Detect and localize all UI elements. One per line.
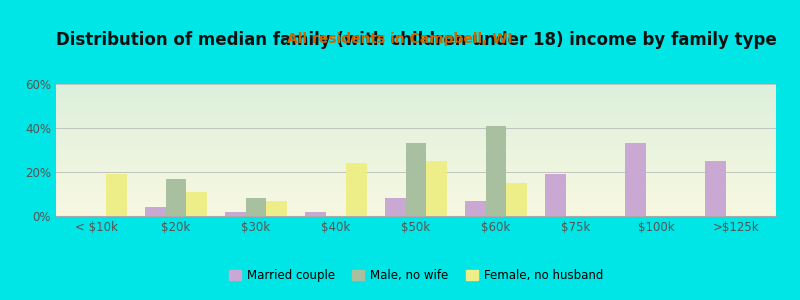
Text: All residents in Campbell, WI: All residents in Campbell, WI: [287, 32, 513, 46]
Bar: [545, 174, 566, 216]
Bar: [486, 126, 506, 216]
Legend: Married couple, Male, no wife, Female, no husband: Married couple, Male, no wife, Female, n…: [224, 264, 608, 287]
Bar: [465, 201, 486, 216]
Bar: [266, 201, 287, 216]
Bar: [506, 183, 527, 216]
Bar: [166, 178, 186, 216]
Bar: [346, 163, 367, 216]
Bar: [705, 161, 726, 216]
Bar: [406, 143, 426, 216]
Bar: [106, 174, 127, 216]
Bar: [225, 212, 246, 216]
Bar: [145, 207, 166, 216]
Bar: [246, 198, 266, 216]
Bar: [426, 161, 447, 216]
Bar: [305, 212, 326, 216]
Bar: [186, 192, 207, 216]
Bar: [625, 143, 646, 216]
Title: Distribution of median family (with children under 18) income by family type: Distribution of median family (with chil…: [56, 31, 776, 49]
Bar: [385, 198, 406, 216]
